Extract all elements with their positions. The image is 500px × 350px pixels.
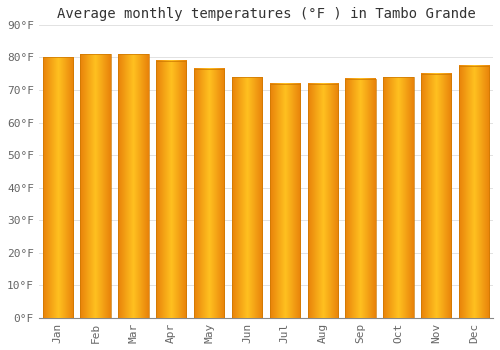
Bar	[308, 84, 338, 318]
Bar	[156, 61, 186, 318]
Bar	[80, 54, 110, 318]
Bar	[42, 57, 73, 318]
Bar	[346, 79, 376, 318]
Bar	[232, 77, 262, 318]
Bar	[270, 84, 300, 318]
Title: Average monthly temperatures (°F ) in Tambo Grande: Average monthly temperatures (°F ) in Ta…	[56, 7, 476, 21]
Bar	[194, 69, 224, 318]
Bar	[421, 74, 452, 318]
Bar	[384, 77, 414, 318]
Bar	[118, 54, 148, 318]
Bar	[459, 65, 490, 318]
